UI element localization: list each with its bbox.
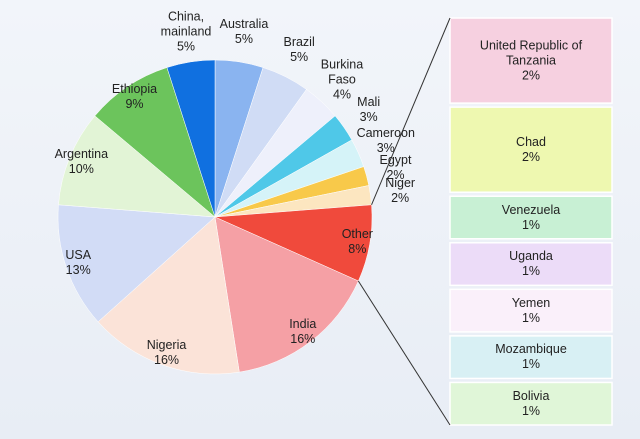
value-label: 16% <box>154 353 180 368</box>
value-label: 2% <box>391 190 410 205</box>
value-label: 3% <box>359 110 378 125</box>
slice-label: Chad 2% <box>456 135 606 165</box>
slice-label: Egypt 2% <box>380 153 412 183</box>
category-label: Egypt <box>379 153 412 168</box>
value-label: 13% <box>65 263 91 278</box>
value-label: 1% <box>521 403 541 418</box>
pie-slice <box>97 216 240 375</box>
category-label: Chad <box>516 134 546 149</box>
slice-label: Nigeria 16% <box>147 338 187 368</box>
category-label: Mali <box>357 95 381 110</box>
breakdown-bar <box>449 195 613 240</box>
value-label: 1% <box>521 310 541 325</box>
category-label: USA <box>65 248 92 263</box>
slice-label: Bolivia 1% <box>456 389 606 419</box>
value-label: 1% <box>521 264 541 279</box>
value-label: 8% <box>348 241 367 256</box>
value-label: 5% <box>176 39 196 54</box>
slice-label: Venezuela 1% <box>456 203 606 233</box>
pie-slice <box>94 67 216 218</box>
value-label: 9% <box>125 97 144 112</box>
slice-label: Uganda 1% <box>456 249 606 279</box>
breakdown-bar <box>449 242 613 287</box>
slice-label: Argentina 10% <box>55 147 109 177</box>
connector <box>371 17 451 205</box>
pie-slice <box>58 115 216 218</box>
value-label: 3% <box>376 140 395 155</box>
slice-label: Niger 2% <box>385 176 415 206</box>
category-label: Argentina <box>54 147 109 162</box>
value-label: 2% <box>386 168 405 183</box>
category-label: China, mainland <box>160 9 212 39</box>
slice-label: Brazil 5% <box>283 35 314 65</box>
category-label: Venezuela <box>501 202 561 217</box>
breakdown-bar <box>449 106 613 193</box>
value-label: 2% <box>521 68 541 83</box>
value-label: 4% <box>332 87 352 102</box>
slice-label: China, mainland 5% <box>153 10 219 55</box>
category-label: India <box>289 316 317 331</box>
value-label: 2% <box>521 149 541 164</box>
breakdown-bar <box>449 288 613 333</box>
category-label: Other <box>341 226 373 241</box>
slice-label: Australia 5% <box>220 17 269 47</box>
category-label: Brazil <box>283 34 315 49</box>
pie-slice <box>57 204 216 323</box>
slice-label: Yemen 1% <box>456 296 606 326</box>
slice-label: India 16% <box>289 317 316 347</box>
category-label: Ethiopia <box>111 82 158 97</box>
slice-label: Ethiopia 9% <box>112 82 157 112</box>
breakdown-bar <box>449 17 613 104</box>
value-label: 16% <box>290 331 316 346</box>
category-label: Australia <box>219 17 269 32</box>
value-label: 10% <box>68 162 94 177</box>
slice-label: Other 8% <box>342 227 373 257</box>
category-label: Niger <box>385 175 416 190</box>
value-label: 1% <box>521 357 541 372</box>
category-label: United Republic of Tanzania <box>479 38 583 68</box>
slice-label: Mali 3% <box>357 95 380 125</box>
value-label: 1% <box>521 217 541 232</box>
slice-label: USA 13% <box>65 248 91 278</box>
category-label: Yemen <box>511 295 551 310</box>
category-label: Cameroon <box>356 125 415 140</box>
breakdown-bar <box>449 335 613 380</box>
pie-slice <box>214 216 359 373</box>
category-label: Uganda <box>509 249 553 264</box>
category-label: Bolivia <box>512 388 550 403</box>
slice-label: Cameroon 3% <box>357 126 415 156</box>
slice-label: Burkina Faso 4% <box>309 57 375 102</box>
category-label: Mozambique <box>495 342 567 357</box>
slice-label: Mozambique 1% <box>456 342 606 372</box>
breakdown-bar <box>449 381 613 426</box>
category-label: Nigeria <box>146 338 187 353</box>
value-label: 5% <box>290 49 309 64</box>
pie-slice <box>166 59 216 218</box>
value-label: 5% <box>234 32 253 47</box>
category-label: Burkina Faso <box>320 57 364 87</box>
connector <box>357 280 451 426</box>
slice-label: United Republic of Tanzania 2% <box>456 38 606 83</box>
